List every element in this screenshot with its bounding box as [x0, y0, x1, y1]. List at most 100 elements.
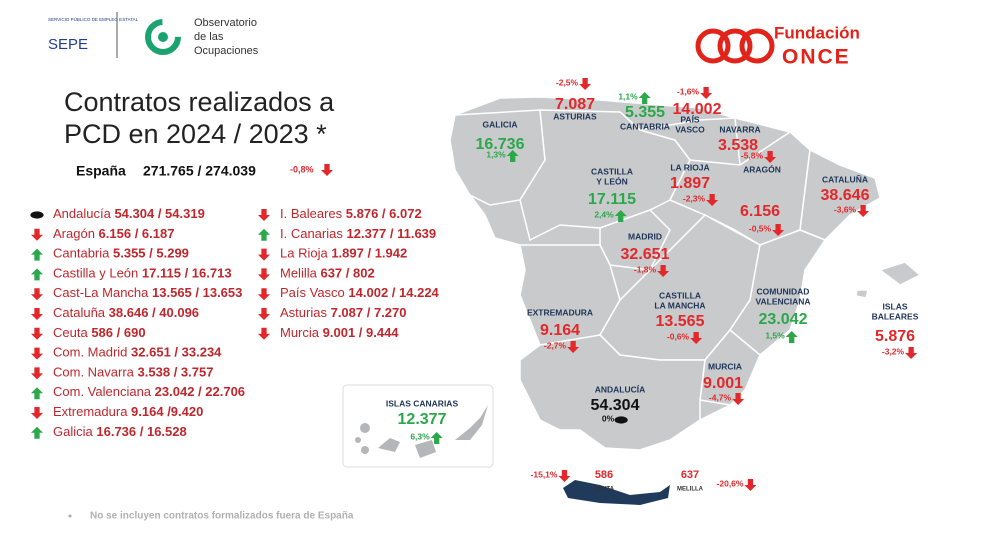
map-value: 12.377 [398, 411, 447, 428]
trend-icon [785, 331, 798, 343]
map-change: -5,8% [741, 150, 764, 160]
region-row: Com. Madrid 32.651 / 33.234 [53, 345, 222, 360]
trend-icon [258, 268, 270, 281]
trend-icon [31, 347, 43, 360]
region-figures: 9.164 /9.420 [131, 404, 203, 419]
region-row: Cantabria 5.355 / 5.299 [53, 246, 189, 261]
map-region-name: Y LEÓN [596, 175, 628, 186]
region-figures: 586 / 690 [91, 325, 145, 340]
region-figures: 12.377 / 11.639 [347, 226, 437, 241]
total-change: -0,8% [290, 164, 314, 174]
map-change: -1,6% [677, 86, 700, 96]
map-region-name: PAÍS [680, 114, 700, 124]
trend-icon [905, 347, 918, 359]
region-row: Com. Navarra 3.538 / 3.757 [53, 365, 213, 380]
trend-icon [31, 268, 43, 281]
map-change: 1,3% [486, 149, 506, 159]
region-row: Cataluña 38.646 / 40.096 [53, 305, 199, 320]
trend-icon [258, 327, 270, 340]
map-region-name: MELILLA [677, 487, 704, 493]
map-change: 1,5% [765, 330, 785, 340]
trend-icon [857, 205, 870, 217]
trend-icon [638, 92, 651, 104]
trend-icon [258, 248, 270, 261]
map-change: -20,6% [717, 478, 744, 488]
region-row: Asturias 7.087 / 7.270 [280, 305, 407, 320]
region-figures: 5.876 / 6.072 [346, 206, 422, 221]
observatorio-icon [145, 19, 181, 55]
region-figures: 6.156 / 6.187 [99, 226, 175, 241]
region-name: País Vasco [280, 286, 345, 301]
total-figures: 271.765 / 274.039 [143, 163, 256, 179]
trend-icon [31, 426, 43, 439]
map-value: 54.304 [591, 397, 640, 414]
map-value: 3.538 [718, 137, 758, 154]
once-icon [695, 28, 775, 64]
region-row: Com. Valenciana 23.042 / 22.706 [53, 385, 245, 400]
map-region-name: CASTILLA [659, 290, 701, 300]
region-figures: 9.001 / 9.444 [323, 325, 400, 340]
region-figures: 54.304 / 54.319 [114, 206, 204, 221]
map-region-name: ARAGÓN [743, 163, 781, 174]
region-name: I. Baleares [280, 206, 343, 221]
map-change: -3,6% [834, 204, 857, 214]
region-figures: 14.002 / 14.224 [348, 286, 439, 301]
region-figures: 16.736 / 16.528 [96, 424, 186, 439]
sepe-logo: SEPE [48, 36, 88, 53]
map-value: 17.115 [588, 191, 636, 208]
region-row: La Rioja 1.897 / 1.942 [280, 246, 407, 261]
region-name: Cast-La Mancha [53, 286, 149, 301]
map-change: -2,5% [556, 77, 579, 87]
observatorio-line: Observatorio [194, 17, 257, 29]
map-region-name: LA RIOJA [670, 162, 709, 172]
map-region-name: LA MANCHA [654, 300, 705, 310]
region-name: Cataluña [53, 305, 106, 320]
once-line: Fundación [774, 23, 860, 42]
trend-icon [614, 416, 628, 424]
region-figures: 32.651 / 33.234 [131, 345, 222, 360]
trend-icon [31, 308, 43, 320]
sepe-subtitle: SERVICIO PÚBLICO DE EMPLEO ESTATAL [48, 16, 139, 22]
map-change: -15,1% [531, 469, 558, 479]
observatorio-line: Ocupaciones [194, 45, 259, 57]
map-change: 2,4% [594, 209, 614, 219]
map-region-name: BALEARES [872, 311, 919, 321]
map-change: 1,1% [618, 91, 638, 101]
map-region-name: VASCO [675, 124, 705, 134]
trend-icon [764, 151, 777, 163]
map-region-name: GALICIA [483, 119, 518, 129]
map-value: 23.042 [759, 311, 808, 328]
map-change: -3,2% [882, 346, 905, 356]
region-figures: 637 / 802 [320, 266, 374, 281]
trend-icon [258, 288, 270, 301]
region-name: La Rioja [280, 246, 328, 261]
map-region-name: EXTREMADURA [527, 307, 593, 317]
region-figures: 13.565 / 13.653 [152, 286, 242, 301]
region-name: Cantabria [53, 246, 110, 261]
region-name: Galicia [53, 424, 94, 439]
region-row: Andalucía 54.304 / 54.319 [53, 206, 205, 221]
trend-icon [690, 332, 703, 344]
map-change: -4,7% [709, 392, 732, 402]
map-region-name: ASTURIAS [553, 111, 597, 121]
trend-icon [321, 164, 333, 176]
map-value: 14.002 [673, 101, 722, 118]
map-value: 5.876 [875, 328, 915, 345]
trend-icon [657, 265, 670, 277]
map-change: -2,7% [544, 340, 567, 350]
region-name: Com. Navarra [53, 365, 135, 380]
region-figures: 7.087 / 7.270 [331, 305, 407, 320]
trend-icon [430, 432, 443, 444]
total-label: España [76, 163, 126, 179]
map-value: 6.156 [740, 203, 780, 220]
region-row: I. Canarias 12.377 / 11.639 [280, 226, 436, 241]
map-value: 38.646 [821, 187, 870, 204]
map-value: 9.164 [540, 322, 580, 339]
region-row: Aragón 6.156 / 6.187 [53, 226, 174, 241]
trend-icon [31, 367, 43, 380]
map-value: 9.001 [703, 375, 743, 392]
trend-icon [567, 341, 580, 353]
region-row: Galicia 16.736 / 16.528 [53, 424, 187, 439]
map-change: -0,6% [667, 331, 690, 341]
map-value: 13.565 [656, 313, 705, 330]
